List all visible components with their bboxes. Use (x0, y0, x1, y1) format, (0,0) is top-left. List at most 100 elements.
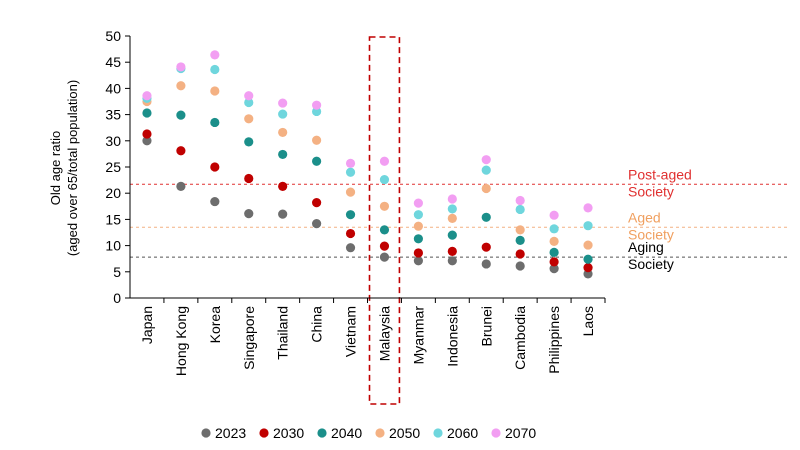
point-2050-vietnam (345, 187, 356, 197)
point-2030-thailand (278, 181, 288, 191)
point-2023-brunei (481, 259, 491, 269)
point-2060-china (312, 106, 322, 117)
legend: 2023 2030 2040 2050 2060 2070 (201, 425, 536, 441)
axes: 0 5 10 15 20 25 30 35 40 45 50 Japan Hong Kong Korea S… (105, 28, 606, 376)
point-2040-hong-kong (176, 110, 186, 120)
point-2040-thailand (278, 149, 288, 160)
point-2040-singapore (244, 137, 254, 147)
y-tick-label-5: 5 (113, 264, 121, 280)
x-tick-label-laos: Laos (580, 306, 596, 336)
point-2050-philippines (549, 236, 559, 247)
point-2070-korea (210, 50, 220, 60)
point-2070-brunei (481, 155, 491, 165)
y-tick-label-30: 30 (105, 133, 121, 149)
point-2030-singapore (244, 173, 254, 184)
reference-label-0-line2: Society (628, 183, 674, 199)
point-2060-cambodia (515, 204, 525, 215)
point-2050-brunei (481, 183, 491, 194)
point-2030-philippines (549, 257, 559, 267)
legend-label-2023: 2023 (215, 425, 246, 441)
legend-label-2050: 2050 (389, 425, 420, 441)
legend-label-2040: 2040 (331, 425, 362, 441)
point-2040-malaysia (379, 225, 390, 235)
point-2030-hong-kong (176, 146, 186, 156)
point-2030-cambodia (515, 249, 525, 259)
point-2060-laos (583, 221, 593, 231)
x-tick-label-thailand: Thailand (275, 306, 291, 360)
point-2023-vietnam (345, 243, 356, 253)
point-2050-china (312, 135, 322, 145)
point-2040-philippines (549, 247, 559, 258)
data-points (142, 50, 593, 279)
point-2070-malaysia (379, 156, 390, 166)
point-2040-myanmar (413, 234, 423, 244)
point-2023-cambodia (515, 261, 525, 271)
point-2070-hong-kong (176, 62, 186, 72)
point-2040-china (312, 156, 322, 166)
y-axis-label: Old age ratio (48, 131, 63, 205)
y-tick-label-45: 45 (105, 54, 121, 70)
point-2050-korea (210, 86, 220, 96)
point-2070-vietnam (345, 158, 356, 168)
y-tick-label-35: 35 (105, 107, 121, 123)
point-2070-philippines (549, 210, 559, 220)
point-2060-korea (210, 64, 220, 75)
legend-label-2060: 2060 (447, 425, 478, 441)
legend-label-2070: 2070 (505, 425, 536, 441)
reference-label-1-line1: Aged (628, 209, 661, 225)
x-tick-label-japan: Japan (139, 306, 155, 344)
point-2050-myanmar (413, 221, 423, 231)
point-2060-malaysia (379, 174, 390, 185)
point-2040-cambodia (515, 235, 525, 245)
point-2070-cambodia (515, 195, 525, 206)
point-2023-indonesia (447, 256, 457, 266)
x-tick-label-korea: Korea (207, 306, 223, 344)
point-2050-hong-kong (176, 81, 186, 91)
point-2050-thailand (278, 127, 288, 138)
reference-label-1-line2: Society (628, 226, 674, 242)
point-2023-malaysia (379, 252, 390, 262)
legend-marker-2070 (491, 428, 501, 438)
x-tick-label-malaysia: Malaysia (376, 306, 392, 361)
legend-marker-2023 (201, 428, 211, 438)
point-2023-philippines (549, 264, 559, 274)
x-tick-label-myanmar: Myanmar (410, 306, 426, 365)
point-2050-laos (583, 240, 593, 250)
x-tick-label-philippines: Philippines (546, 306, 562, 374)
x-tick-label-cambodia: Cambodia (512, 306, 528, 370)
x-tick-label-brunei: Brunei (478, 306, 494, 346)
point-2023-myanmar (413, 256, 423, 266)
point-2040-indonesia (447, 230, 457, 240)
point-2040-brunei (481, 212, 491, 222)
highlight-layer (368, 36, 401, 405)
point-2030-vietnam (345, 228, 356, 239)
point-2023-hong-kong (176, 181, 186, 191)
point-2030-china (312, 198, 322, 208)
point-2070-myanmar (413, 198, 423, 208)
y-tick-label-0: 0 (113, 290, 121, 306)
y-tick-label-40: 40 (105, 80, 121, 96)
legend-label-2030: 2030 (273, 425, 304, 441)
point-2030-laos (583, 263, 593, 273)
y-tick-label-20: 20 (105, 185, 121, 201)
legend-marker-2060 (433, 428, 443, 438)
point-2050-indonesia (447, 213, 457, 223)
point-2023-laos (583, 269, 593, 279)
point-2070-japan (142, 91, 152, 101)
point-2040-korea (210, 117, 220, 128)
point-2070-laos (583, 203, 593, 213)
x-tick-label-singapore: Singapore (241, 306, 257, 370)
legend-marker-2050 (375, 428, 385, 438)
legend-marker-2040 (317, 428, 327, 438)
point-2030-korea (210, 162, 220, 172)
point-2060-brunei (481, 165, 491, 175)
point-2070-singapore (244, 91, 254, 101)
point-2030-japan (142, 129, 152, 139)
point-2030-brunei (481, 242, 491, 252)
point-2050-malaysia (379, 201, 390, 211)
point-2030-indonesia (447, 246, 457, 256)
point-2023-japan (142, 136, 152, 146)
reference-label-0-line1: Post-aged (628, 166, 692, 182)
